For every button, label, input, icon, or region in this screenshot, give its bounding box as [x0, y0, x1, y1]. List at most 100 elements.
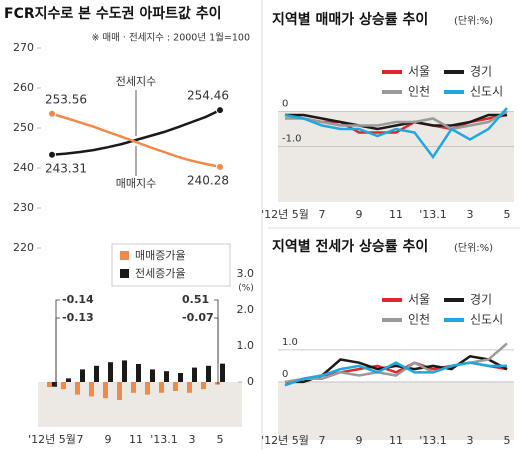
x-tick-label: 9: [105, 433, 112, 446]
bar: [47, 382, 52, 388]
bar: [215, 382, 220, 385]
x-tick-label: '12년 5월: [261, 434, 309, 447]
legend-label: 경기: [470, 293, 492, 307]
x-tick-label: '13.1: [419, 434, 447, 447]
negative-area: [278, 381, 514, 440]
end-point: [216, 162, 224, 171]
bar: [159, 382, 164, 393]
line-value-label: 254.46: [187, 89, 229, 103]
y-tick-label: 230: [13, 201, 34, 214]
bar-value-label: -0.13: [62, 311, 94, 324]
bar-value-label: -0.14: [62, 293, 94, 306]
bar: [145, 382, 150, 395]
legend-label: 매매증가율: [135, 249, 186, 262]
subtitle: ※ 매매 · 전세지수 : 2000년 1월=100: [91, 32, 250, 44]
legend-label: 신도시: [470, 85, 503, 99]
y2-tick-label: 1.0: [237, 339, 255, 352]
y2-tick-label: 2.0: [237, 303, 255, 316]
bar: [220, 363, 225, 382]
y-tick-label: 1.0: [282, 337, 298, 348]
x-tick-label: 11: [389, 434, 403, 447]
x-tick-label: 11: [389, 208, 403, 221]
negative-area: [38, 382, 242, 427]
bar: [201, 382, 206, 390]
bar: [117, 382, 122, 400]
x-tick-label: '12년 5월: [28, 433, 76, 446]
y-tick-label: 250: [13, 121, 34, 134]
line: [51, 112, 221, 169]
series-annotation: 전세지수: [116, 75, 156, 88]
x-tick-label: 9: [356, 208, 363, 221]
line: [284, 107, 508, 160]
legend-label: 경기: [470, 65, 492, 79]
bar: [150, 369, 155, 382]
legend-swatch: [120, 251, 129, 260]
x-tick-label: 7: [319, 434, 326, 447]
bracket: [214, 317, 219, 385]
x-tick-label: '13.1: [419, 208, 447, 221]
y2-unit: (%): [238, 284, 254, 294]
legend-swatch: [120, 269, 129, 278]
bar: [108, 362, 113, 382]
y-tick-label: 220: [13, 241, 34, 254]
y-tick-label: 260: [13, 81, 34, 94]
x-tick-label: '12년 5월: [261, 208, 309, 221]
x-tick-label: 7: [319, 208, 326, 221]
bar: [66, 378, 71, 382]
bar: [52, 382, 57, 387]
bar: [192, 367, 197, 382]
chart-title: 지역별 매매가 상승률 추이: [272, 11, 428, 28]
unit: (단위:%): [454, 14, 493, 27]
line: [285, 113, 507, 131]
line: [284, 361, 507, 387]
bar: [61, 382, 66, 390]
end-point: [216, 106, 224, 115]
unit: (단위:%): [454, 241, 493, 254]
x-tick-label: 9: [356, 434, 363, 447]
x-tick-label: 3: [189, 433, 196, 446]
y2-tick-label: 0: [247, 375, 254, 388]
bar: [164, 371, 169, 382]
legend-box: [111, 243, 231, 287]
series-annotation: 매매지수: [116, 177, 156, 190]
line: [285, 110, 508, 131]
bar: [94, 365, 99, 382]
legend-label: 서울: [408, 293, 430, 307]
chart-title: 지역별 전세가 상승률 추이: [272, 238, 428, 255]
legend-label: 전세증가율: [135, 267, 186, 280]
x-tick-label: 5: [217, 433, 224, 446]
legend-label: 서울: [408, 65, 430, 79]
bar: [75, 382, 80, 395]
y-tick-label: -1.0: [282, 134, 302, 145]
y-tick-label: 0: [282, 99, 288, 110]
bar: [206, 365, 211, 382]
line-value-label: 253.56: [45, 92, 87, 106]
end-point: [48, 150, 56, 159]
bar: [136, 364, 141, 382]
x-tick-label: 3: [467, 434, 474, 447]
bar: [178, 373, 183, 382]
bar: [89, 382, 94, 397]
legend-label: 신도시: [470, 313, 503, 327]
x-tick-label: 3: [467, 208, 474, 221]
bracket: [55, 317, 60, 387]
line: [51, 109, 221, 157]
legend-label: 인천: [408, 84, 430, 99]
line-value-label: 240.28: [187, 173, 229, 187]
x-tick-label: 5: [504, 208, 511, 221]
line-value-label: 243.31: [45, 161, 87, 175]
bar: [80, 369, 85, 382]
bar-value-label: 0.51: [182, 293, 209, 306]
bar: [131, 382, 136, 393]
y-tick-label: 240: [13, 161, 34, 174]
bar: [103, 382, 108, 399]
chart-title: FCR지수로 본 수도권 아파트값 추이: [4, 5, 222, 22]
x-tick-label: 7: [77, 433, 84, 446]
bar: [122, 360, 127, 382]
x-tick-label: 5: [504, 434, 511, 447]
bar-value-label: -0.07: [182, 311, 214, 324]
x-tick-label: '13.1: [150, 433, 178, 446]
x-tick-label: 11: [129, 433, 143, 446]
